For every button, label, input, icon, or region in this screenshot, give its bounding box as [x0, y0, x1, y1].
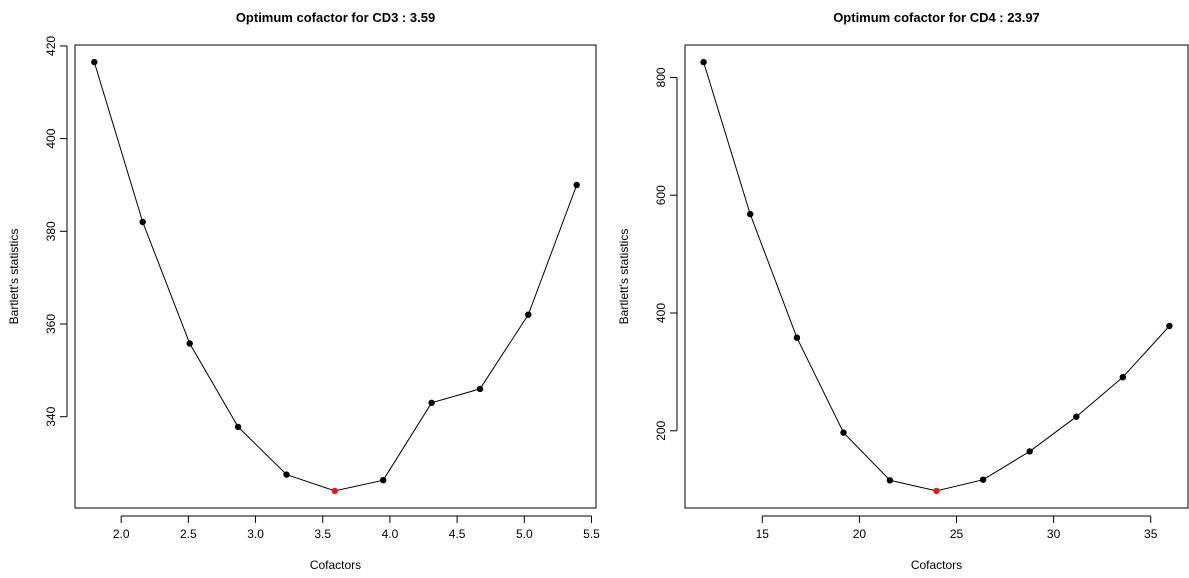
chart-2-x-tick-label: 15: [756, 527, 770, 541]
chart-2-data-point: [747, 210, 754, 218]
chart-2-x-axis-label: Cofactors: [911, 558, 962, 572]
chart-1-x-tick-label: 5.0: [516, 527, 533, 541]
chart-1-data-point: [525, 311, 532, 318]
chart-1-x-tick-label: 2.5: [180, 527, 197, 541]
chart-1-plot-frame: [74, 44, 597, 509]
chart-2-data-point: [979, 476, 987, 483]
chart-1-x-tick-label: 2.0: [113, 527, 130, 541]
chart-1-x-tick-label: 5.5: [583, 527, 600, 541]
chart-2-data-point: [1073, 413, 1080, 420]
chart-1-y-tick-label: 380: [44, 221, 58, 241]
chart-2-data-point: [793, 334, 801, 341]
chart-2-y-tick-label: 400: [654, 303, 668, 323]
chart-1-data-point: [428, 399, 435, 406]
chart-2-x-tick-label: 30: [1047, 527, 1061, 541]
chart-1-x-tick-label: 4.5: [449, 527, 466, 541]
chart-1-x-tick-label: 3.0: [247, 527, 264, 541]
chart-2-y-tick-label: 200: [654, 420, 668, 440]
chart-2-y-tick-label: 600: [654, 185, 668, 205]
chart-1-y-axis-label: Bartlett's statistics: [7, 229, 21, 325]
chart-2-series-line: [703, 61, 1170, 492]
chart-2-y-tick-label: 800: [654, 67, 668, 87]
chart-1-data-point: [283, 471, 290, 478]
chart-1-y-tick-label: 360: [44, 314, 58, 334]
chart-2-y-axis-label: Bartlett's statistics: [617, 229, 631, 325]
chart-2-data-point: [886, 477, 894, 484]
chart-2-x-tick-label: 35: [1144, 527, 1158, 541]
chart-2-data-point: [700, 58, 707, 66]
chart-2-x-tick-label: 25: [950, 527, 964, 541]
chart-1-x-tick-label: 3.5: [314, 527, 331, 541]
chart-2-data-point: [840, 429, 847, 436]
chart-1-title: Optimum cofactor for CD3 : 3.59: [236, 10, 435, 25]
chart-1-optimum-point: [331, 487, 338, 495]
chart-2-optimum-point: [933, 487, 940, 495]
chart-1-data-point: [186, 340, 193, 347]
chart-1-data-point: [139, 218, 146, 226]
chart-2-plot-frame: [684, 44, 1189, 509]
chart-1-data-point: [234, 423, 242, 431]
chart-1-series-line: [93, 61, 578, 492]
chart-1-data-point: [573, 181, 580, 189]
chart-1-y-tick-label: 420: [44, 36, 58, 56]
chart-1-y-tick-label: 340: [44, 406, 58, 426]
chart-2-data-point: [1119, 374, 1127, 381]
chart-1-x-tick-label: 4.0: [382, 527, 399, 541]
chart-1-data-point: [476, 385, 484, 393]
chart-2-title: Optimum cofactor for CD4 : 23.97: [833, 10, 1040, 25]
chart-1-x-axis-label: Cofactors: [310, 558, 361, 572]
chart-2-data-point: [1026, 448, 1033, 455]
chart-2-data-point: [1166, 322, 1173, 330]
chart-2-x-tick-label: 20: [853, 527, 867, 541]
chart-1-data-point: [380, 477, 387, 484]
chart-1-y-tick-label: 400: [44, 128, 58, 148]
chart-1-data-point: [91, 58, 98, 66]
